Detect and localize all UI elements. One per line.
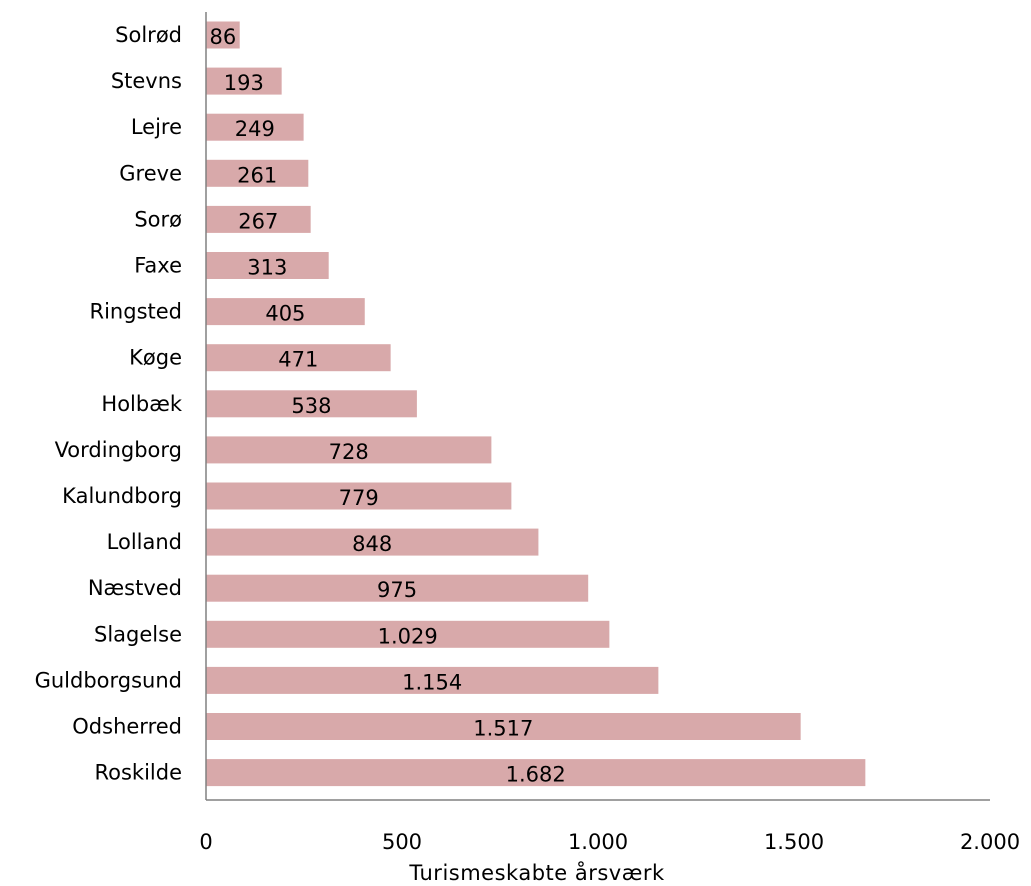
value-label: 193 (224, 71, 264, 95)
value-label: 261 (237, 163, 277, 187)
value-label: 975 (377, 578, 417, 602)
bar-8 (206, 390, 417, 418)
bar-9 (206, 436, 492, 464)
category-label: Roskilde (94, 761, 182, 785)
category-label: Guldborgsund (35, 668, 182, 692)
category-label: Odsherred (72, 715, 182, 739)
value-label: 267 (238, 209, 278, 233)
category-label: Kalundborg (62, 484, 182, 508)
value-labels: 86 193 249 261 267 313 405 471 538 728 779 848 975 1.… (209, 25, 565, 787)
value-label: 313 (247, 256, 287, 280)
category-label: Køge (129, 346, 182, 370)
category-label: Lolland (107, 530, 182, 554)
category-labels: Solrød Stevns Lejre Greve Sorø Faxe Ringsted Kø… (35, 23, 183, 785)
bar-4 (206, 205, 311, 233)
category-label: Sorø (134, 207, 182, 231)
value-label: 86 (209, 25, 236, 49)
bars-group (206, 21, 866, 787)
bar-15 (206, 713, 801, 740)
x-tick-label: 500 (382, 830, 422, 854)
category-label: Solrød (115, 23, 182, 47)
value-label: 1.682 (506, 763, 566, 787)
category-label: Stevns (111, 69, 182, 93)
bar-7 (206, 344, 391, 372)
bar-6 (206, 298, 365, 326)
bar-16 (206, 759, 866, 787)
bar-12 (206, 574, 589, 602)
category-label: Holbæk (101, 392, 182, 416)
category-label: Næstved (88, 576, 182, 600)
x-tick-label: 2.000 (960, 830, 1020, 854)
bar-1 (206, 67, 282, 95)
bar-13 (206, 620, 610, 648)
value-label: 1.517 (473, 717, 533, 741)
value-label: 1.029 (378, 624, 438, 648)
value-label: 1.154 (402, 670, 462, 694)
category-label: Greve (119, 161, 182, 185)
x-tick-label: 1.000 (568, 830, 628, 854)
category-label: Ringsted (90, 300, 183, 324)
bar-3 (206, 159, 309, 187)
value-label: 405 (265, 302, 305, 326)
bar-5 (206, 252, 329, 279)
bar-14 (206, 666, 659, 694)
category-label: Faxe (134, 254, 182, 278)
value-label: 848 (352, 532, 392, 556)
category-label: Slagelse (94, 622, 182, 646)
bar-10 (206, 482, 512, 510)
value-label: 728 (329, 440, 369, 464)
x-tick-labels: 0 500 1.000 1.500 2.000 (199, 830, 1020, 854)
x-tick-label: 1.500 (764, 830, 824, 854)
category-label: Vordingborg (55, 438, 182, 462)
x-tick-label: 0 (199, 830, 212, 854)
x-axis-title: Turismeskabte årsværk (408, 860, 665, 885)
value-label: 538 (291, 394, 331, 418)
value-label: 249 (235, 117, 275, 141)
bar-0 (206, 21, 240, 49)
value-label: 779 (339, 486, 379, 510)
bar-2 (206, 113, 304, 141)
category-label: Lejre (131, 115, 182, 139)
value-label: 471 (278, 348, 318, 372)
bar-11 (206, 528, 539, 556)
